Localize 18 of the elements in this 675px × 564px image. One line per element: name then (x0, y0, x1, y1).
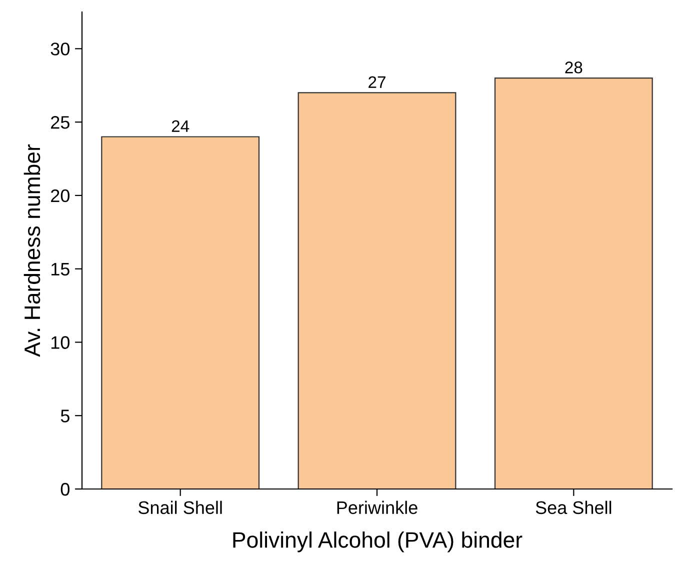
y-tick-label: 25 (51, 116, 70, 129)
y-tick-label: 30 (50, 42, 70, 56)
y-tick-label: 10 (51, 336, 70, 349)
y-tick-label: 15 (51, 262, 70, 276)
y-tick-label: 0 (60, 482, 70, 496)
y-tick-label: 5 (60, 410, 70, 422)
data-label: 27 (368, 76, 386, 88)
bar (494, 77, 653, 489)
data-label: 24 (172, 120, 190, 132)
y-tick-label: 20 (51, 189, 70, 202)
x-tick-label: Periwinkle (337, 500, 418, 514)
bar (298, 92, 456, 489)
bar (101, 136, 260, 489)
y-axis-title: Av. Hardness number (24, 144, 40, 357)
x-tick-label: Snail Shell (138, 500, 222, 514)
x-axis-title: Polivinyl Alcohol (PVA) binder (233, 532, 522, 552)
x-tick-label: Sea Shell (536, 500, 612, 514)
data-label: 28 (565, 62, 582, 74)
